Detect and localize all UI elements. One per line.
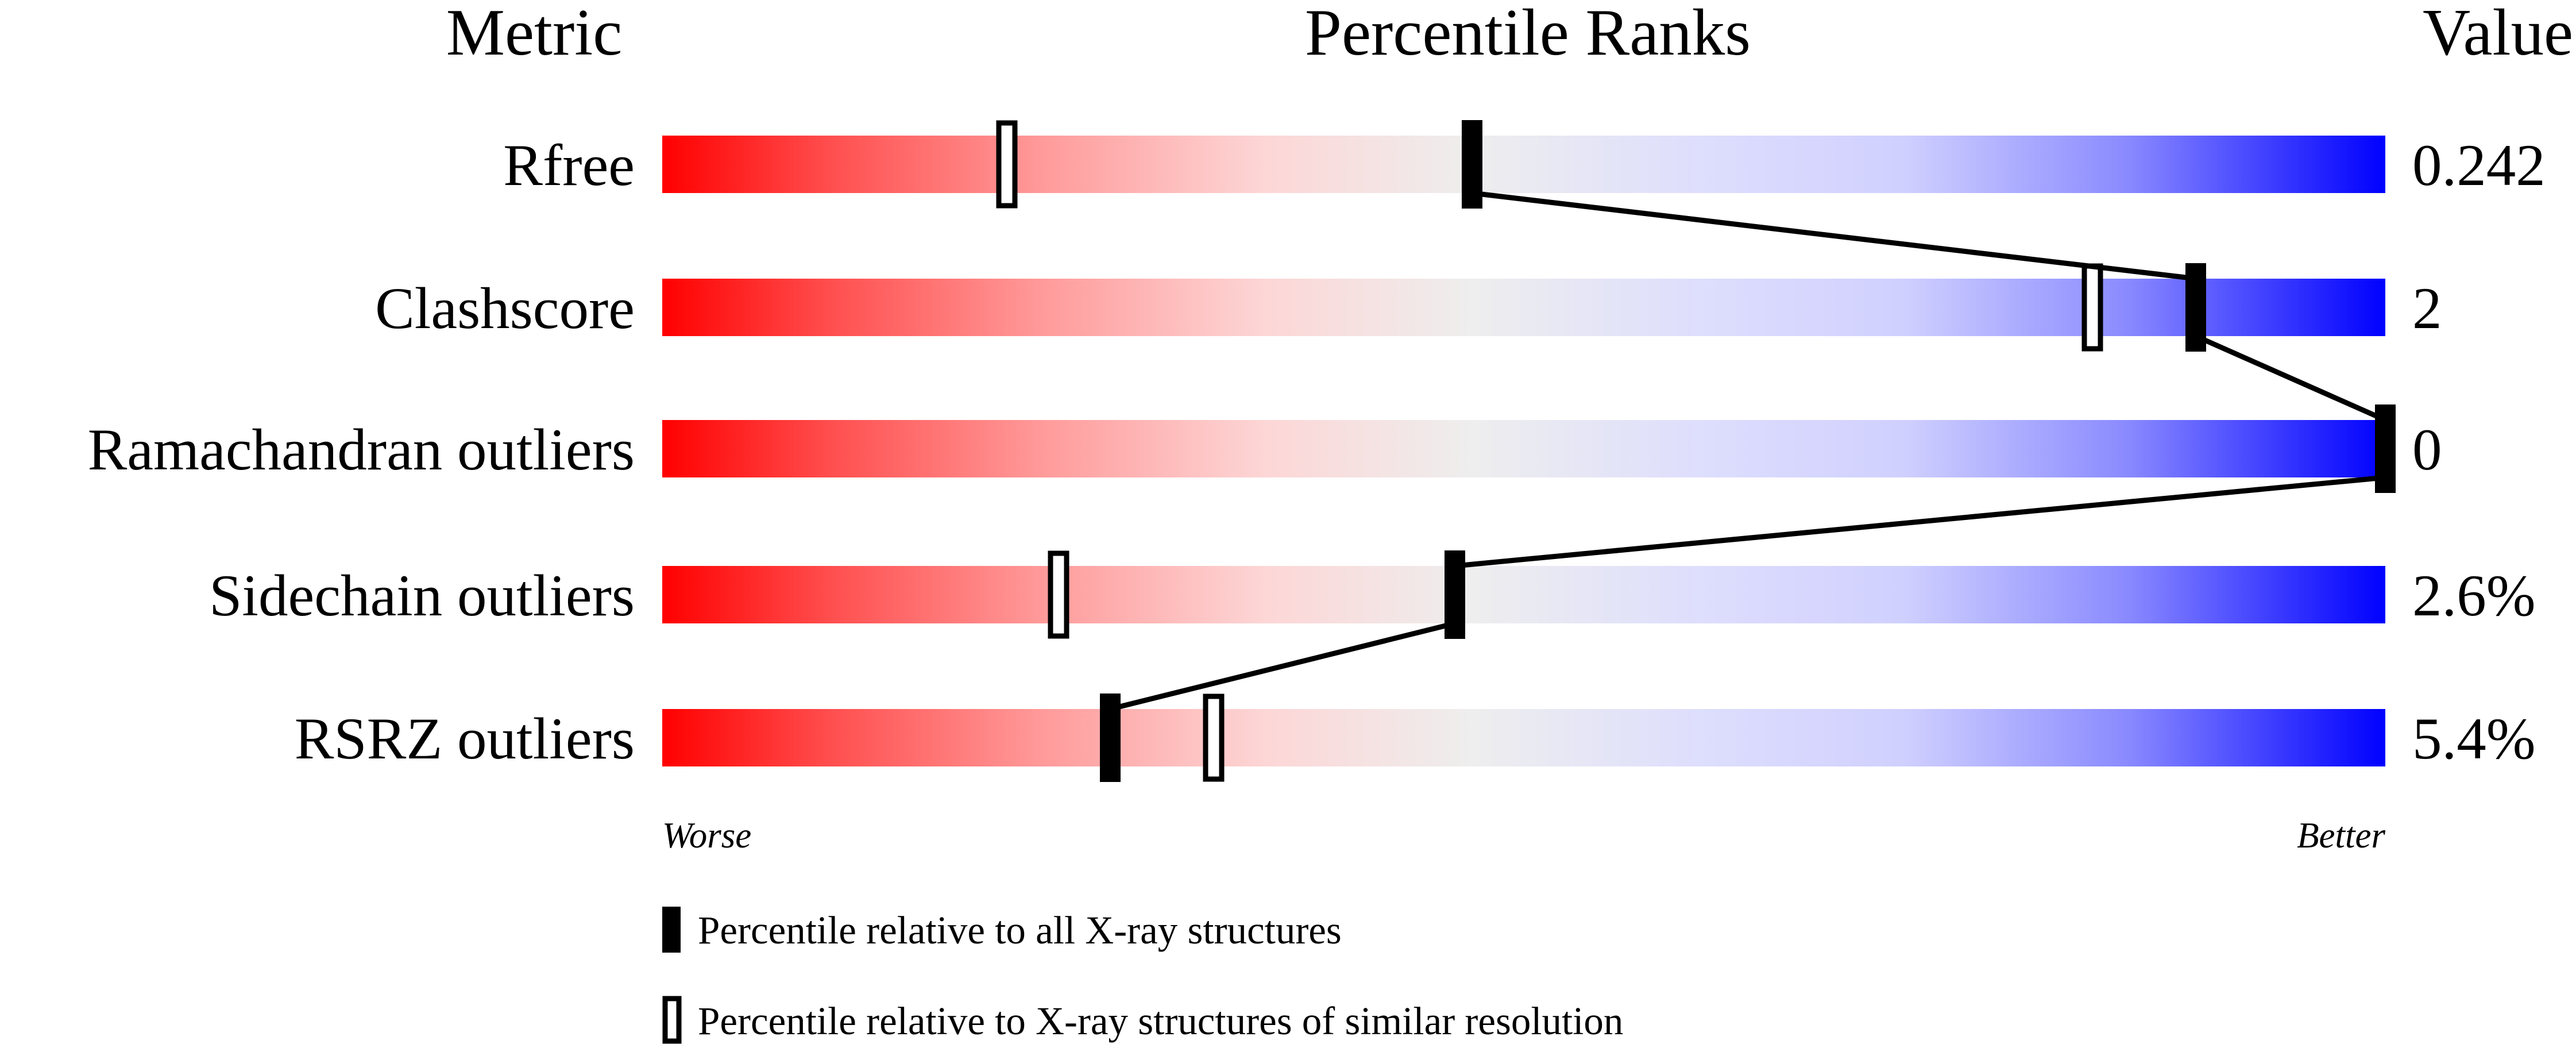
axis-label-worse: Worse <box>662 815 751 856</box>
connector-line <box>1454 475 2386 569</box>
connector-line <box>1472 190 2196 282</box>
slider-bar <box>662 709 2385 766</box>
metric-value: 0.242 <box>2412 133 2546 198</box>
legend-open-marker <box>662 996 682 1044</box>
slider-bar <box>662 136 2385 193</box>
marker-similar-resolution <box>996 120 1018 209</box>
metric-label: Rfree <box>503 133 635 198</box>
header-value: Value <box>2423 0 2573 69</box>
legend-filled-marker <box>662 907 681 953</box>
slider-bar <box>662 420 2385 477</box>
slider-bar <box>662 566 2385 623</box>
legend-open-label: Percentile relative to X-ray structures … <box>698 999 1623 1043</box>
axis-label-better: Better <box>2297 815 2385 856</box>
metric-label: Clashscore <box>375 276 635 341</box>
header-metric: Metric <box>446 0 623 69</box>
connector-line <box>1109 621 1456 712</box>
metric-value: 0 <box>2412 417 2442 483</box>
header-percentile-ranks: Percentile Ranks <box>1305 0 1751 69</box>
connector-line <box>2195 333 2386 423</box>
legend-filled-label: Percentile relative to all X-ray structu… <box>698 908 1342 952</box>
metric-value: 2.6% <box>2412 563 2536 629</box>
metric-value: 5.4% <box>2412 706 2536 772</box>
metric-label: Sidechain outliers <box>209 563 635 629</box>
slider-bar <box>662 279 2385 336</box>
marker-similar-resolution <box>1203 693 1225 782</box>
metric-value: 2 <box>2412 276 2442 341</box>
metric-label: RSRZ outliers <box>295 706 635 772</box>
marker-similar-resolution <box>2081 263 2103 352</box>
metric-label: Ramachandran outliers <box>88 417 635 483</box>
marker-similar-resolution <box>1048 550 1069 639</box>
